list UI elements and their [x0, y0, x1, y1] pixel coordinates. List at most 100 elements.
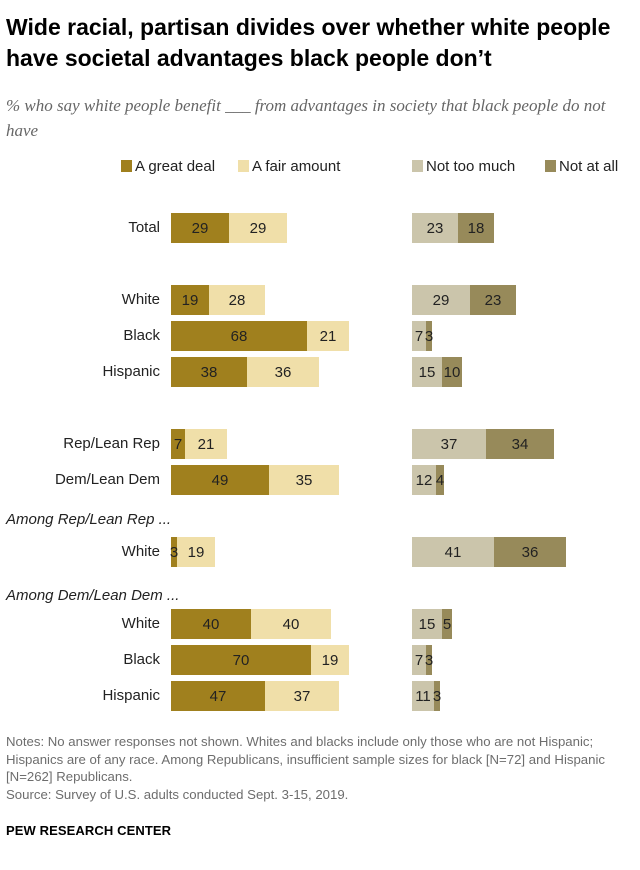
bar-not-at-all [458, 213, 494, 243]
legend-a-great-deal-swatch [121, 160, 132, 172]
bar-great-deal [171, 645, 311, 675]
chart-title: Wide racial, partisan divides over wheth… [6, 14, 611, 71]
value-label-great-deal: 40 [203, 616, 220, 633]
row-label: Hispanic [102, 687, 160, 704]
row-label: White [122, 543, 160, 560]
value-label-great-deal: 49 [212, 472, 229, 489]
bar-great-deal [171, 681, 265, 711]
value-label-not-too-much: 29 [433, 292, 450, 309]
value-label-fair-amount: 40 [283, 616, 300, 633]
bar-fair-amount [185, 429, 227, 459]
bar-not-too-much [412, 429, 486, 459]
row-label: Total [128, 219, 160, 236]
chart-notes: Notes: No answer responses not shown. Wh… [6, 733, 634, 803]
legend-not-at-all-swatch [545, 160, 556, 172]
row-label: Black [123, 651, 160, 668]
bar-great-deal [171, 429, 185, 459]
legend-not-at-all-label: Not at all [559, 158, 618, 175]
bar-not-too-much [412, 537, 494, 567]
value-label-great-deal: 70 [233, 652, 250, 669]
row-label: Black [123, 327, 160, 344]
row-label: Rep/Lean Rep [63, 435, 160, 452]
value-label-not-too-much: 11 [415, 688, 431, 705]
value-label-not-too-much: 37 [441, 436, 458, 453]
bar-not-at-all [434, 681, 440, 711]
value-label-not-too-much: 15 [419, 364, 436, 381]
bar-not-at-all [426, 645, 432, 675]
value-label-not-at-all: 3 [425, 328, 433, 345]
chart-subtitle: % who say white people benefit ___ from … [6, 96, 606, 140]
legend-a-fair-amount-label: A fair amount [252, 158, 341, 175]
value-label-great-deal: 7 [174, 436, 182, 453]
bar-not-too-much [412, 213, 458, 243]
value-label-not-at-all: 18 [468, 220, 485, 237]
row-label: Hispanic [102, 363, 160, 380]
value-label-fair-amount: 35 [296, 472, 313, 489]
value-label-great-deal: 3 [170, 544, 178, 561]
bar-great-deal [171, 285, 209, 315]
value-label-great-deal: 68 [231, 328, 248, 345]
legend-not-too-much-label: Not too much [426, 158, 515, 175]
bar-not-too-much [412, 609, 442, 639]
bar-not-too-much [412, 465, 436, 495]
bar-not-at-all [436, 465, 444, 495]
value-label-not-at-all: 4 [436, 472, 444, 489]
row-label: Dem/Lean Dem [55, 471, 160, 488]
bar-not-at-all [470, 285, 516, 315]
bar-fair-amount [307, 321, 349, 351]
bar-fair-amount [209, 285, 265, 315]
section-header: Among Dem/Lean Dem ... [5, 587, 179, 604]
row-label: White [122, 291, 160, 308]
value-label-great-deal: 29 [192, 220, 209, 237]
value-label-not-too-much: 23 [427, 220, 444, 237]
value-label-not-too-much: 7 [415, 328, 423, 345]
value-label-not-at-all: 34 [512, 436, 529, 453]
bar-not-at-all [442, 357, 462, 387]
bar-fair-amount [229, 213, 287, 243]
value-label-not-too-much: 12 [416, 472, 433, 489]
bar-not-too-much [412, 681, 434, 711]
value-label-fair-amount: 36 [275, 364, 292, 381]
value-label-fair-amount: 21 [198, 436, 215, 453]
bar-fair-amount [311, 645, 349, 675]
bar-not-at-all [494, 537, 566, 567]
bar-fair-amount [247, 357, 319, 387]
value-label-not-at-all: 5 [443, 616, 451, 633]
bar-not-too-much [412, 285, 470, 315]
bar-great-deal [171, 609, 251, 639]
bar-great-deal [171, 465, 269, 495]
value-label-great-deal: 38 [201, 364, 218, 381]
brand-logo-text: PEW RESEARCH CENTER [6, 823, 172, 838]
value-label-fair-amount: 21 [320, 328, 337, 345]
bar-fair-amount [251, 609, 331, 639]
legend-a-fair-amount-swatch [238, 160, 249, 172]
value-label-great-deal: 47 [210, 688, 227, 705]
value-label-fair-amount: 37 [294, 688, 311, 705]
value-label-fair-amount: 29 [250, 220, 267, 237]
value-label-not-at-all: 36 [522, 544, 539, 561]
section-header: Among Rep/Lean Rep ... [5, 511, 171, 528]
bar-great-deal [171, 357, 247, 387]
bar-not-too-much [412, 357, 442, 387]
bar-fair-amount [269, 465, 339, 495]
value-label-fair-amount: 19 [322, 652, 339, 669]
bar-fair-amount [177, 537, 215, 567]
bar-great-deal [171, 321, 307, 351]
value-label-fair-amount: 28 [229, 292, 246, 309]
bar-not-too-much [412, 321, 426, 351]
value-label-not-too-much: 7 [415, 652, 423, 669]
source-text: Source: Survey of U.S. adults conducted … [6, 786, 349, 802]
bar-not-at-all [486, 429, 554, 459]
diverging-bar-chart: A great deal A fair amount Not too much Not… [5, 158, 618, 711]
value-label-not-too-much: 41 [445, 544, 462, 561]
bar-fair-amount [265, 681, 339, 711]
value-label-not-at-all: 3 [433, 688, 441, 705]
legend-not-too-much-swatch [412, 160, 423, 172]
value-label-fair-amount: 19 [188, 544, 205, 561]
value-label-not-at-all: 23 [485, 292, 502, 309]
bar-great-deal [171, 537, 177, 567]
value-label-not-too-much: 15 [419, 616, 436, 633]
bar-great-deal [171, 213, 229, 243]
bar-not-too-much [412, 645, 426, 675]
value-label-great-deal: 19 [182, 292, 199, 309]
